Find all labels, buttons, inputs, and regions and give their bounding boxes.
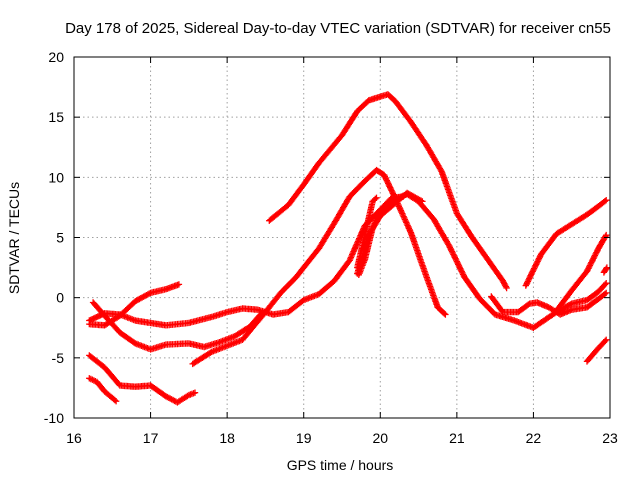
series-arc-11 [488,289,610,318]
y-tick-label: 0 [56,290,64,306]
series-markers [86,191,610,331]
x-tick-label: 19 [296,430,312,446]
chart-title: Day 178 of 2025, Sidereal Day-to-day VTE… [65,20,611,37]
series-markers [86,352,199,406]
series-arc-1 [86,352,199,406]
x-tick-label: 20 [372,430,388,446]
x-tick-label: 17 [143,430,159,446]
series-markers [355,193,407,278]
series-markers [522,197,610,289]
y-tick-label: 5 [56,230,64,246]
series-markers [86,375,120,405]
series-markers [583,336,610,365]
y-tick-label: 15 [48,109,64,125]
series-arc-5 [86,191,610,331]
series-arc-6 [189,166,449,368]
series-arc-13 [553,231,610,315]
y-tick-label: -10 [44,410,64,426]
series-arc-14 [583,336,610,365]
x-tick-label: 21 [449,430,465,446]
series-arc-4 [89,299,265,353]
series-markers [553,231,610,315]
x-axis-title: GPS time / hours [287,457,394,473]
series-arc-15 [600,264,611,276]
series-arc-9 [355,193,407,278]
series-markers [600,264,611,276]
series-arc-2 [86,375,120,405]
series-markers [266,91,510,292]
y-axis-title: SDTVAR / TECUs [6,182,22,294]
series-arc-7 [266,91,510,292]
y-tick-label: 20 [48,49,64,65]
series-markers [488,289,610,318]
series-arc-12 [522,197,610,289]
series-markers [89,299,265,353]
grid [74,57,610,418]
x-tick-label: 16 [66,430,82,446]
series-markers [189,166,449,368]
data-series [86,91,611,406]
x-tick-label: 22 [526,430,542,446]
x-tick-label: 18 [219,430,235,446]
axis-ticks: 16 17 18 19 20 21 22 23 -10 -5 0 5 10 15 20 [44,49,618,446]
series-markers [354,194,380,271]
x-tick-label: 23 [602,430,618,446]
y-tick-label: -5 [52,350,65,366]
y-tick-label: 10 [48,169,64,185]
series-arc-10 [354,194,380,271]
